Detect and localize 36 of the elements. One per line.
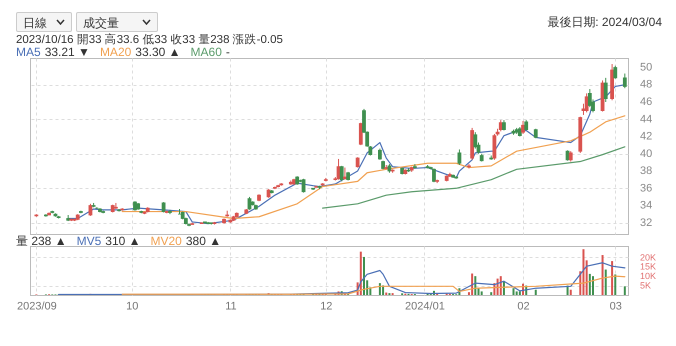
text: MV5 [76,234,102,248]
x-tick-label: 10 [126,300,138,312]
x-tick-label: 02 [517,300,530,312]
text: MA5 [16,45,41,59]
y-tick-label: 5K [640,280,652,291]
y-tick-label: 32 [640,216,652,229]
text: MV20 [150,234,182,248]
y-tick-label: 48 [640,78,652,91]
y-tick-label: 50 [640,61,652,74]
y-tick-label: 15K [640,262,656,272]
annotation: 380 ▲ [186,234,222,248]
y-tick-label: 44 [640,113,652,126]
y-tick-label: 34 [640,200,652,212]
y-tick-label: 20K [640,252,656,262]
text: 2023/10/16 開33 高33.6 低33 收33 量238 漲跌-0.05 [16,32,283,47]
y-tick-label: 42 [640,130,652,143]
y-tick-label: 40 [640,148,652,160]
annotation: 33.21 ▼ [44,45,90,59]
y-tick-label: 38 [640,165,652,178]
annotation: 量 238 ▲ [16,234,67,248]
y-tick-label: 10K [640,271,656,282]
annotation: - [226,45,230,59]
x-tick-label: 11 [225,300,237,312]
x-tick-label: 12 [320,300,332,312]
y-tick-label: 36 [640,182,652,194]
x-tick-label: 2023/09 [16,300,57,312]
annotation: 310 ▲ [105,234,140,248]
y-tick-label: 46 [640,96,652,108]
x-tick-label: 2024/01 [405,300,445,312]
text: MA20 [100,45,132,59]
dropdown: 日線 [16,12,72,32]
text: MA60 [190,45,222,59]
annotation: 33.30 ▲ [135,45,181,59]
dropdown: 成交量 [76,12,158,32]
text: 最後日期: 2024/03/04 [547,14,662,31]
x-tick-label: 03 [610,300,622,312]
